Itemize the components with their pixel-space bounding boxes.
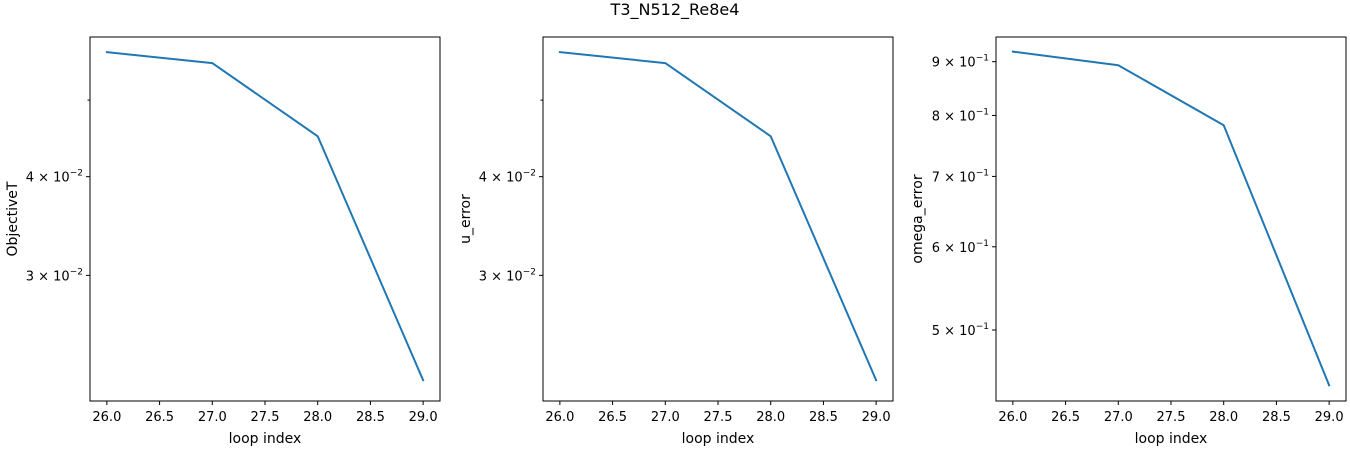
x-tick-label: 28.5 — [1262, 410, 1291, 425]
y-axis-label: ObjectiveT — [5, 181, 21, 256]
x-tick-label: 28.0 — [303, 410, 332, 425]
x-tick-label: 26.5 — [598, 410, 627, 425]
series-line — [105, 51, 425, 382]
x-tick-label: 29.0 — [409, 410, 438, 425]
chart-panel-3: 26.0 26.5 27.0 27.5 28.0 28.5 29.0 5 × 10−1 6 × … — [910, 36, 1347, 447]
y-tick-label: 8 × 10−1 — [932, 107, 989, 124]
axes-frame — [89, 36, 441, 402]
x-tick-label: 28.0 — [756, 410, 785, 425]
series-line — [558, 51, 878, 382]
y-tick-label: 4 × 10−2 — [479, 169, 536, 186]
x-tick-label: 27.0 — [198, 410, 227, 425]
series-line — [1011, 50, 1331, 387]
x-tick-label: 28.0 — [1209, 410, 1238, 425]
x-tick-label: 26.5 — [145, 410, 174, 425]
x-axis-label: loop index — [229, 431, 302, 447]
x-tick-label: 26.5 — [1051, 410, 1080, 425]
x-axis-label: loop index — [1135, 431, 1208, 447]
x-tick-label: 28.5 — [809, 410, 838, 425]
x-tick-label: 27.0 — [1104, 410, 1133, 425]
x-tick-label: 27.5 — [251, 410, 280, 425]
y-tick-label: 7 × 10−1 — [932, 168, 989, 185]
y-tick-label: 3 × 10−2 — [479, 267, 536, 284]
y-tick-label: 3 × 10−2 — [26, 267, 83, 284]
y-tick-label: 5 × 10−1 — [932, 322, 989, 339]
chart-panel-1: 26.0 26.5 27.0 27.5 28.0 28.5 29.0 3 × 10−2 4 × … — [5, 36, 441, 447]
y-axis-label: omega_error — [910, 174, 926, 263]
x-tick-label: 27.5 — [704, 410, 733, 425]
x-tick-label: 26.0 — [998, 410, 1027, 425]
chart-panel-2: 26.0 26.5 27.0 27.5 28.0 28.5 29.0 3 × 10−2 4 × … — [458, 36, 894, 447]
y-axis-label: u_error — [458, 194, 474, 244]
x-tick-label: 27.0 — [651, 410, 680, 425]
y-tick-label: 6 × 10−1 — [932, 239, 989, 256]
y-tick-label: 4 × 10−2 — [26, 169, 83, 186]
x-axis-label: loop index — [682, 431, 755, 447]
x-tick-label: 29.0 — [862, 410, 891, 425]
axes-frame — [995, 36, 1347, 402]
x-tick-label: 27.5 — [1157, 410, 1186, 425]
x-tick-label: 28.5 — [356, 410, 385, 425]
x-tick-label: 29.0 — [1315, 410, 1344, 425]
x-tick-label: 26.0 — [545, 410, 574, 425]
figure-title: T3_N512_Re8e4 — [610, 0, 740, 19]
y-tick-label: 9 × 10−1 — [932, 54, 989, 71]
x-tick-label: 26.0 — [92, 410, 121, 425]
axes-frame — [542, 36, 894, 402]
